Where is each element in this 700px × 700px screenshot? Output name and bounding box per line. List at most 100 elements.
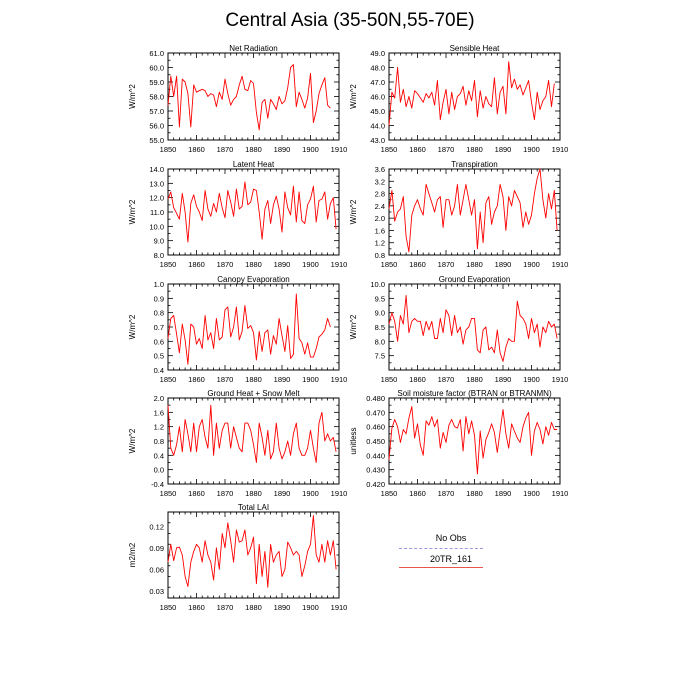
x-tick-label: 1860 <box>409 375 426 384</box>
y-tick-label: 0.8 <box>375 251 385 260</box>
x-tick-label: 1890 <box>495 260 512 269</box>
y-tick-label: 10.0 <box>370 280 385 289</box>
x-tick-label: 1890 <box>274 375 291 384</box>
y-tick-label: 8.0 <box>375 337 385 346</box>
y-tick-label: 2.0 <box>154 394 164 403</box>
y-axis-label: W/m^2 <box>349 314 358 339</box>
x-tick-label: 1860 <box>188 145 205 154</box>
x-tick-label: 1890 <box>274 145 291 154</box>
y-tick-label: 43.0 <box>370 136 385 145</box>
x-tick-label: 1850 <box>160 375 177 384</box>
x-tick-label: 1870 <box>438 145 455 154</box>
y-tick-label: 0.7 <box>154 323 164 332</box>
y-axis-label: W/m^2 <box>349 199 358 224</box>
x-tick-label: 1910 <box>331 145 348 154</box>
y-tick-label: 47.0 <box>370 78 385 87</box>
y-tick-label: 2.4 <box>375 202 385 211</box>
x-tick-label: 1890 <box>495 145 512 154</box>
x-tick-label: 1870 <box>217 260 234 269</box>
x-tick-label: 1880 <box>245 375 262 384</box>
y-tick-label: 14.0 <box>149 165 164 174</box>
y-tick-label: 0.12 <box>149 522 164 531</box>
series-line <box>388 61 555 126</box>
x-tick-label: 1860 <box>188 260 205 269</box>
x-tick-label: 1910 <box>331 489 348 498</box>
y-tick-label: 0.8 <box>154 437 164 446</box>
x-tick-label: 1850 <box>381 375 398 384</box>
y-tick-label: 0.8 <box>154 309 164 318</box>
y-tick-label: 46.0 <box>370 93 385 102</box>
plot-frame <box>167 168 340 256</box>
panel-3: 1850 1860 1870 1880 1890 1900 1910 0.8 1.2 1.6 2.0… <box>349 160 568 269</box>
y-tick-label: 0.440 <box>366 451 385 460</box>
y-axis-label: W/m^2 <box>128 314 137 339</box>
y-tick-label: 49.0 <box>370 49 385 58</box>
plot-frame <box>388 52 561 141</box>
x-tick-label: 1860 <box>188 603 205 612</box>
series-line <box>388 406 558 475</box>
y-tick-label: 55.0 <box>149 136 164 145</box>
y-tick-label: 0.9 <box>154 294 164 303</box>
panel-title: Canopy Evaporation <box>217 275 290 284</box>
panel-8: 1850 1860 1870 1880 1890 1900 1910 0.03 0.06 0.09… <box>128 503 347 612</box>
y-tick-label: 12.0 <box>149 194 164 203</box>
x-tick-label: 1900 <box>523 375 540 384</box>
legend-line-20tr-161 <box>399 567 483 568</box>
x-tick-label: 1850 <box>381 260 398 269</box>
x-tick-label: 1850 <box>160 260 177 269</box>
plot-frame <box>388 283 561 371</box>
y-tick-label: 44.0 <box>370 122 385 131</box>
y-tick-label: 11.0 <box>150 208 164 217</box>
panel-6: 1850 1860 1870 1880 1890 1900 1910 -0.4 0.0 0.4 0.… <box>128 389 347 498</box>
y-tick-label: 48.0 <box>370 64 385 73</box>
panel-title: Soil moisture factor (BTRAN or BTRANMN) <box>397 389 552 398</box>
panel-title: Transpiration <box>451 160 497 169</box>
panel-title: Net Radiation <box>229 44 277 53</box>
x-tick-label: 1860 <box>188 375 205 384</box>
legend-label-no-obs: No Obs <box>435 533 467 543</box>
y-axis-label: W/m^2 <box>128 199 137 224</box>
legend-line-no-obs <box>399 548 483 549</box>
y-tick-label: 3.2 <box>375 177 385 186</box>
x-tick-label: 1910 <box>552 489 569 498</box>
panel-title: Ground Heat + Snow Melt <box>207 389 300 398</box>
x-tick-label: 1910 <box>331 375 348 384</box>
x-tick-label: 1870 <box>438 260 455 269</box>
y-tick-label: 8.0 <box>154 251 164 260</box>
series-line <box>167 404 337 463</box>
x-tick-label: 1870 <box>217 603 234 612</box>
x-tick-label: 1880 <box>245 145 262 154</box>
x-tick-label: 1910 <box>331 260 348 269</box>
x-tick-label: 1870 <box>217 375 234 384</box>
y-axis-label: unitless <box>349 427 358 454</box>
y-tick-label: 58.0 <box>149 93 164 102</box>
x-tick-label: 1900 <box>302 145 319 154</box>
x-tick-label: 1850 <box>381 489 398 498</box>
panel-0: 1850 1860 1870 1880 1890 1900 1910 55.0 56.0 57.0… <box>128 44 347 154</box>
y-tick-label: 0.09 <box>149 544 164 553</box>
x-tick-label: 1860 <box>188 489 205 498</box>
y-axis-label: W/m^2 <box>349 84 358 109</box>
panel-title: Latent Heat <box>233 160 275 169</box>
series-line <box>167 64 331 131</box>
x-tick-label: 1880 <box>466 145 483 154</box>
y-tick-label: 0.420 <box>366 480 385 489</box>
panel-5: 1850 1860 1870 1880 1890 1900 1910 7.5 8.0 8.5 9.0… <box>349 275 568 384</box>
y-tick-label: 1.2 <box>154 423 164 432</box>
panel-2: 1850 1860 1870 1880 1890 1900 1910 8.0 9.0 10.0 11… <box>128 160 347 269</box>
x-tick-label: 1890 <box>495 375 512 384</box>
series-line <box>167 515 337 588</box>
x-tick-label: 1880 <box>466 375 483 384</box>
series-line <box>167 293 331 365</box>
x-tick-label: 1900 <box>302 489 319 498</box>
x-tick-label: 1850 <box>160 603 177 612</box>
y-tick-label: 60.0 <box>149 64 164 73</box>
panel-4: 1850 1860 1870 1880 1890 1900 1910 0.4 0.5 0.6 0.7… <box>128 275 347 384</box>
y-tick-label: 0.480 <box>366 394 385 403</box>
y-tick-label: 1.0 <box>154 280 164 289</box>
series-line <box>167 181 337 243</box>
x-tick-label: 1880 <box>245 603 262 612</box>
y-tick-label: 9.0 <box>154 237 164 246</box>
x-tick-label: 1860 <box>409 260 426 269</box>
